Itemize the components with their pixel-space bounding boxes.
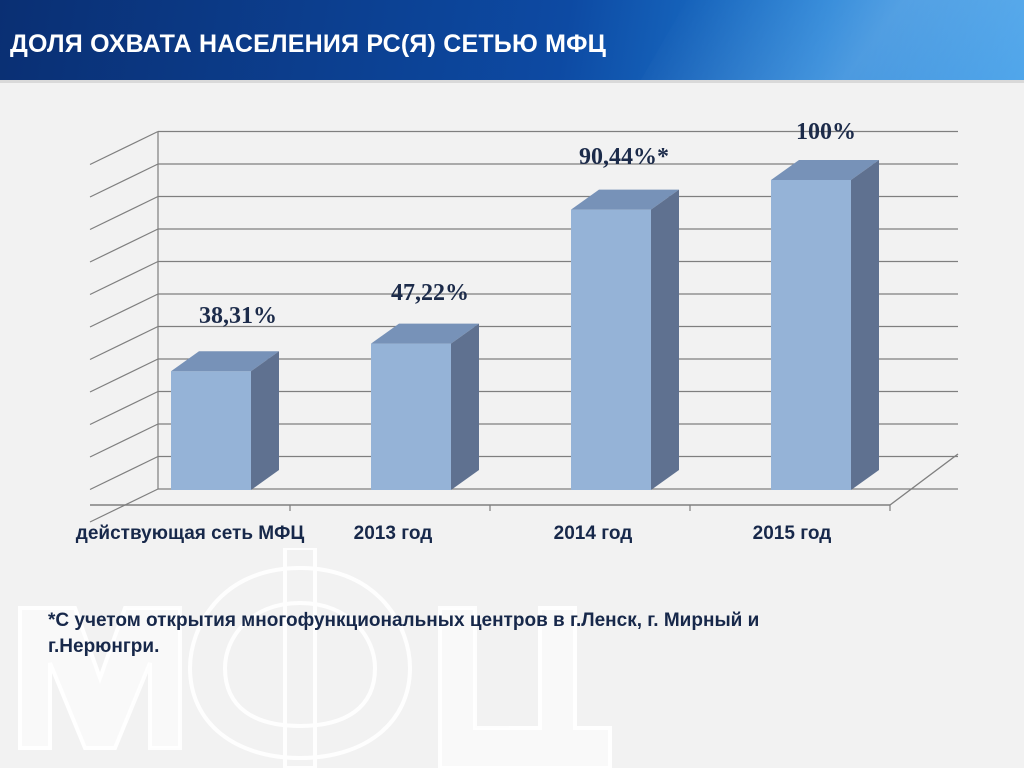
bar-side [851,160,879,490]
title-banner: ДОЛЯ ОХВАТА НАСЕЛЕНИЯ РС(Я) СЕТЬЮ МФЦ [0,0,1024,80]
data-label: 100% [796,119,856,145]
gridline-side [89,390,159,426]
bar-front [571,209,651,491]
bar-top [571,189,679,210]
gridline-side [89,293,159,328]
gridline-side [89,455,159,491]
gridline-side [89,195,159,231]
gridline-side [89,325,159,361]
data-label: 90,44%* [579,144,669,170]
footnote: *С учетом открытия многофункциональных ц… [48,608,948,660]
chart-bars [171,160,879,491]
bar-side [251,351,279,490]
footnote-line-2: г.Нерюнгри. [48,636,160,657]
footnote-line-1: *С учетом открытия многофункциональных ц… [48,610,760,631]
category-label: 2014 год [554,523,633,544]
category-label: действующая сеть МФЦ [76,523,305,544]
bar-front [371,343,451,490]
chart-labels: 38,31% действующая сеть МФЦ 47,22% 2013 год… [76,119,856,544]
category-label: 2013 год [354,523,433,544]
gridline-side [89,228,159,263]
bar-side [451,323,479,490]
header-divider [0,80,1024,83]
gridline-side [89,423,159,458]
bar-front [171,371,251,490]
gridline-side [89,358,159,393]
bar-top [771,160,879,180]
coverage-bar-chart: 38,31% действующая сеть МФЦ 47,22% 2013 год… [76,119,959,544]
gridline-side [89,260,159,296]
bar-side [651,189,679,491]
data-label: 47,22% [391,280,469,306]
mfc-logo-watermark [18,548,612,768]
bar-front [771,180,851,490]
bar-top [371,323,479,344]
page-title: ДОЛЯ ОХВАТА НАСЕЛЕНИЯ РС(Я) СЕТЬЮ МФЦ [10,30,607,58]
gridline-side [89,163,159,198]
gridline-side [89,130,159,166]
banner-highlight [617,0,1024,80]
data-label: 38,31% [199,303,277,329]
category-label: 2015 год [753,523,832,544]
bar-top [171,351,279,372]
x-axis-depth [889,453,959,506]
